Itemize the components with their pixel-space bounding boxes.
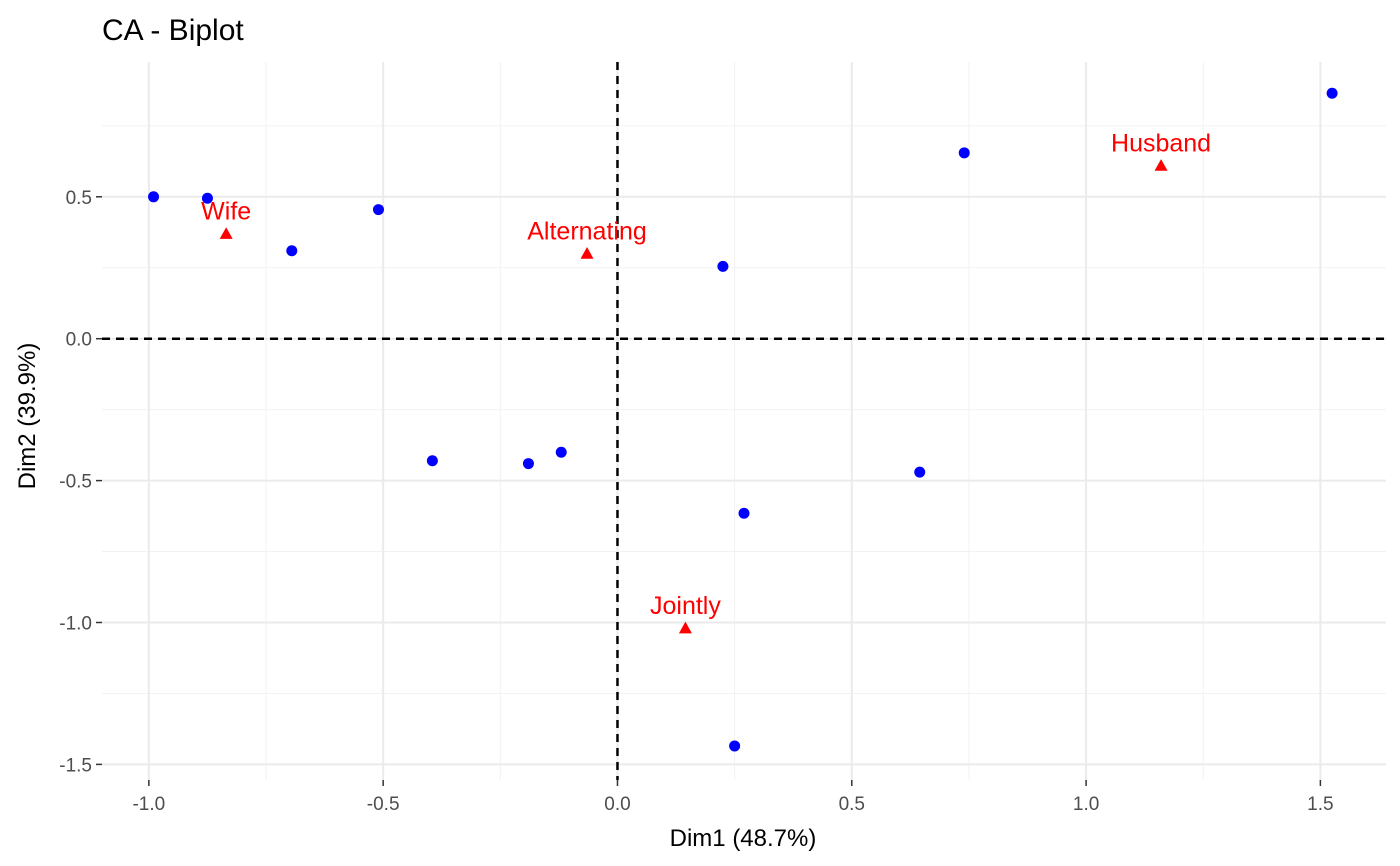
row-point <box>372 204 384 216</box>
row-point <box>738 507 750 519</box>
row-point <box>729 740 741 752</box>
column-point-label: Wife <box>201 198 251 226</box>
column-point <box>219 227 233 239</box>
x-tick-label: 1.5 <box>1307 794 1333 815</box>
column-point-label: Husband <box>1111 130 1211 158</box>
x-tick-label: 0.5 <box>839 794 865 815</box>
column-point <box>1154 159 1168 171</box>
row-point <box>148 191 160 203</box>
row-point <box>555 446 567 458</box>
grid-minor <box>102 62 1386 780</box>
x-axis: -1.0 -0.5 0.0 0.5 1.0 1.5 <box>132 780 1334 815</box>
y-tick-label: -0.5 <box>59 472 92 493</box>
y-tick-label: 0.0 <box>66 330 92 351</box>
y-tick-label: 0.5 <box>66 188 92 209</box>
column-point-label: Jointly <box>650 592 721 620</box>
column-point-label: Alternating <box>527 218 647 246</box>
row-point <box>914 466 926 478</box>
row-point <box>958 147 970 159</box>
y-tick-label: -1.0 <box>59 613 92 634</box>
x-tick-label: 1.0 <box>1073 794 1099 815</box>
x-tick-label: 0.0 <box>604 794 630 815</box>
chart-title: CA - Biplot <box>102 14 244 47</box>
column-point <box>678 621 692 634</box>
x-tick-label: -1.0 <box>132 794 165 815</box>
x-tick-label: -0.5 <box>367 794 400 815</box>
reference-lines <box>102 62 1386 780</box>
y-tick-label: -1.5 <box>59 755 92 776</box>
row-points <box>148 87 1338 752</box>
y-axis: -1.5 -1.0 -0.5 0.0 0.5 <box>59 188 102 776</box>
y-axis-title: Dim2 (39.9%) <box>14 343 41 490</box>
row-point <box>1326 87 1338 99</box>
row-point <box>201 192 213 204</box>
x-axis-title: Dim1 (48.7%) <box>670 825 817 852</box>
row-point <box>426 455 438 467</box>
row-point <box>717 260 729 272</box>
column-points: Wife Alternating Husband Jointly <box>201 130 1211 634</box>
column-point <box>580 247 594 259</box>
row-point <box>522 458 534 470</box>
grid-major <box>102 62 1386 780</box>
row-point <box>286 245 298 257</box>
